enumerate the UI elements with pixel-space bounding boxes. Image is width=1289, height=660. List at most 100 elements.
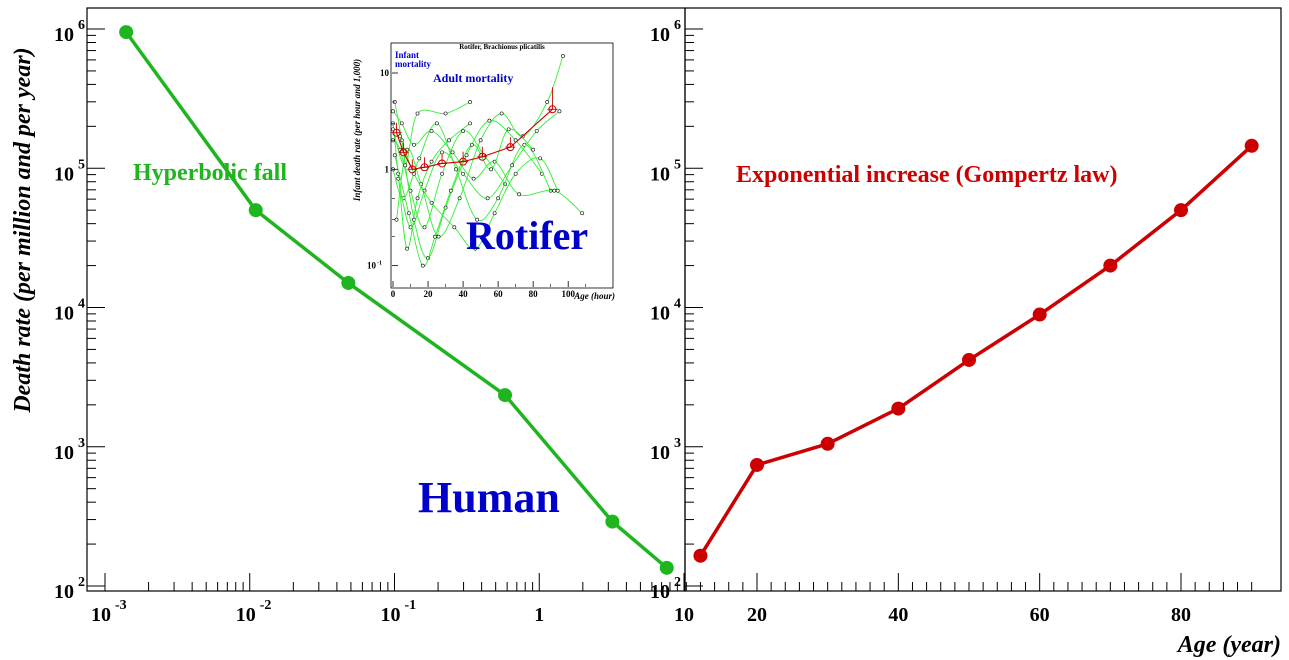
inset-y-tick-exponent: -1 [377,261,382,267]
inset-curve-point [415,111,420,116]
human-label: Human [418,473,560,522]
inset-x-tick-label: 0 [391,289,396,299]
rotifer-label: Rotifer [466,213,588,258]
inset-curve-point [485,196,490,201]
inset-ticks: 0 20 40 60 80 100 10 1 10-1 [367,68,587,299]
inset-x-tick-label: 40 [459,289,469,299]
young-series [119,25,674,575]
inset-curve-point [496,196,501,201]
inset-curve-point [448,188,453,193]
inset-mean-point [506,143,515,152]
old-series [693,138,1259,563]
inset-curve-point [443,111,448,116]
old-data-point [1032,307,1047,322]
inset-adult-mortality-label: Adult mortality [433,71,513,85]
inset-mean-series [391,87,558,174]
inset-mortality-label: mortality [395,59,431,69]
inset-curve-point [538,156,543,161]
inset-curve-point [406,211,411,216]
inset-curve-point [450,150,455,155]
young-y-tick-exponent: 4 [78,297,85,312]
inset-x-tick-label: 60 [494,289,504,299]
inset-curve-point [399,121,404,126]
inset-curve-point [468,121,472,126]
inset-y-tick-label: 10-1 [367,261,382,271]
inset-curve-point [513,171,518,176]
young-y-tick-exponent: 6 [78,18,85,33]
y-axis-label: Death rate (per million and per year) [10,47,36,413]
inset-curve-point [412,142,416,147]
inset-curve-point [580,211,585,216]
inset-curve-point [469,142,474,147]
inset-curve-point [555,188,560,193]
inset-curve-point [531,147,536,152]
young-y-tick-exponent: 2 [78,575,85,590]
inset-curve-point [487,118,492,123]
inset-curve-point [391,109,395,114]
inset-curve-point [403,163,408,168]
inset-curve-point [561,54,565,58]
young-data-point [605,514,620,529]
inset-individual-curve [392,111,583,214]
inset-curve-point [440,171,444,176]
inset-curve-point [422,225,427,230]
inset-y-tick-label: 10 [380,68,390,78]
inset-y-axis-label: Infant death rate (per hour and 1,000) [352,59,362,202]
young-x-tick-exponent: -1 [405,598,417,613]
inset-mean-point [459,157,468,166]
inset-curve-point [447,138,451,143]
inset-curve-point [417,156,422,161]
rotifer-inset: 0 20 40 60 80 100 10 1 10-1 Rotifer, Brachionus … [352,42,615,301]
inset-curve-point [552,188,557,193]
old-y-tick-exponent: 3 [674,436,681,451]
inset-curve-point [499,111,504,116]
young-x-tick-exponent: -3 [115,598,127,613]
young-data-point [119,25,134,40]
old-data-point [1174,203,1188,218]
old-y-tick-exponent: 2 [674,575,681,590]
inset-curve-point [429,200,434,205]
inset-curve-point [471,176,476,181]
inset-curve-point [534,129,539,133]
inset-curve-point [454,167,458,172]
inset-mean-point [420,163,429,172]
inset-curve-point [434,121,439,126]
inset-curve-point [461,171,465,176]
inset-mean-point [548,105,557,114]
inset-x-tick-label: 80 [529,289,539,299]
young-x-tick-label: 1 [534,604,544,626]
inset-curve-point [433,234,437,239]
young-data-point [659,560,674,575]
old-y-tick-exponent: 6 [674,18,681,33]
inset-curve-point [429,159,434,164]
inset-curve-point [468,100,472,104]
young-series-line [124,31,668,570]
inset-curve-point [489,167,494,172]
young-data-point [498,388,513,403]
inset-curve-point [510,163,515,168]
inset-curve-point [420,263,425,268]
inset-curve-point [415,196,420,201]
old-data-point [962,352,976,367]
inset-mean-point [478,152,487,161]
hyperbolic-fall-label: Hyperbolic fall [133,160,287,186]
inset-mean-point [438,159,447,168]
inset-x-tick-label: 100 [561,289,575,299]
inset-curve-point [475,217,479,222]
inset-infant-label: Infant [395,50,419,60]
inset-individual-curve [396,55,564,238]
inset-curve-point [436,234,441,239]
old-x-tick-label: 80 [1171,604,1191,626]
inset-curve-point [452,225,457,230]
inset-curve-point [392,153,397,158]
inset-curve-point [473,246,478,251]
old-data-point [1244,138,1259,153]
young-x-tick-exponent: -2 [260,598,272,613]
inset-curve-point [492,211,497,216]
old-data-point [1103,258,1118,273]
old-y-tick-exponent: 4 [674,297,681,312]
inset-curve-point [394,217,399,222]
